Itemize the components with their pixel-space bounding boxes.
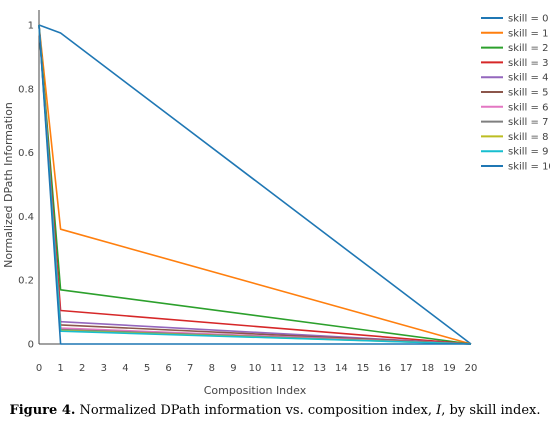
x-tick-label: 6 (165, 363, 171, 374)
x-tick-label: 19 (443, 363, 456, 374)
series-line-0 (38, 24, 472, 345)
legend-label-9[interactable]: skill = 9 (508, 147, 548, 158)
plot-area: 0 1 2 3 4 5 6 7 8 9 10 11 12 13 14 15 16 17 18 19 20 00.20.4… (18, 10, 477, 374)
legend-label-4[interactable]: skill = 4 (508, 73, 548, 84)
x-tick-label: 7 (187, 363, 193, 374)
legend-label-8[interactable]: skill = 8 (508, 132, 548, 143)
x-tick-label: 0 (36, 363, 42, 374)
x-tick-label: 14 (335, 363, 348, 374)
x-tick-labels: 0 1 2 3 4 5 6 7 8 9 10 11 12 13 14 15 16 17 18 19 20 (36, 363, 478, 374)
figure-caption: Figure 4. Normalized DPath information v… (0, 403, 550, 418)
x-tick-label: 2 (79, 363, 85, 374)
x-tick-label: 8 (209, 363, 215, 374)
y-axis-title: Normalized DPath Information (2, 102, 15, 268)
legend: skill = 0 skill = 1 skill = 2 skill = 3 skil… (481, 14, 550, 173)
x-axis-title: Composition Index (204, 384, 307, 397)
legend-label-0[interactable]: skill = 0 (508, 14, 548, 25)
x-tick-label: 20 (465, 363, 478, 374)
x-tick-label: 9 (230, 363, 236, 374)
x-tick-label: 10 (249, 363, 262, 374)
caption-variable: I (436, 403, 442, 418)
x-tick-label: 3 (101, 363, 107, 374)
y-tick-label: 0 (28, 340, 34, 351)
legend-label-10[interactable]: skill = 10 (508, 162, 550, 173)
series-line-2 (38, 24, 472, 345)
x-tick-label: 12 (292, 363, 305, 374)
y-tick-label: 1 (28, 21, 34, 32)
series-lines (38, 24, 472, 345)
legend-label-5[interactable]: skill = 5 (508, 88, 548, 99)
x-tick-label: 5 (144, 363, 150, 374)
series-line-10 (38, 24, 471, 345)
series-line-1 (38, 24, 472, 345)
x-tick-label: 16 (378, 363, 391, 374)
x-tick-label: 15 (357, 363, 370, 374)
x-tick-label: 17 (400, 363, 413, 374)
legend-label-6[interactable]: skill = 6 (508, 102, 548, 113)
legend-label-7[interactable]: skill = 7 (508, 117, 548, 128)
caption-label: Figure 4. (9, 403, 76, 418)
y-tick-label: 0.4 (18, 212, 34, 223)
chart: 0 1 2 3 4 5 6 7 8 9 10 11 12 13 14 15 16 17 18 19 20 00.20.4… (2, 10, 550, 397)
x-tick-label: 18 (421, 363, 434, 374)
y-tick-label: 0.2 (18, 276, 34, 287)
legend-label-2[interactable]: skill = 2 (508, 43, 548, 54)
y-tick-labels: 0 0.2 0.4 0.6 0.8 1 (18, 21, 34, 351)
x-tick-label: 1 (57, 363, 63, 374)
legend-label-1[interactable]: skill = 1 (508, 28, 548, 39)
legend-label-3[interactable]: skill = 3 (508, 58, 548, 69)
caption-text-after: , by skill index. (441, 403, 541, 418)
y-tick-label: 0.6 (18, 148, 34, 159)
caption-text-before: Normalized DPath information vs. composi… (75, 403, 437, 418)
x-tick-label: 11 (270, 363, 283, 374)
y-tick-label: 0.8 (18, 84, 34, 95)
x-tick-label: 4 (122, 363, 128, 374)
x-tick-label: 13 (313, 363, 326, 374)
